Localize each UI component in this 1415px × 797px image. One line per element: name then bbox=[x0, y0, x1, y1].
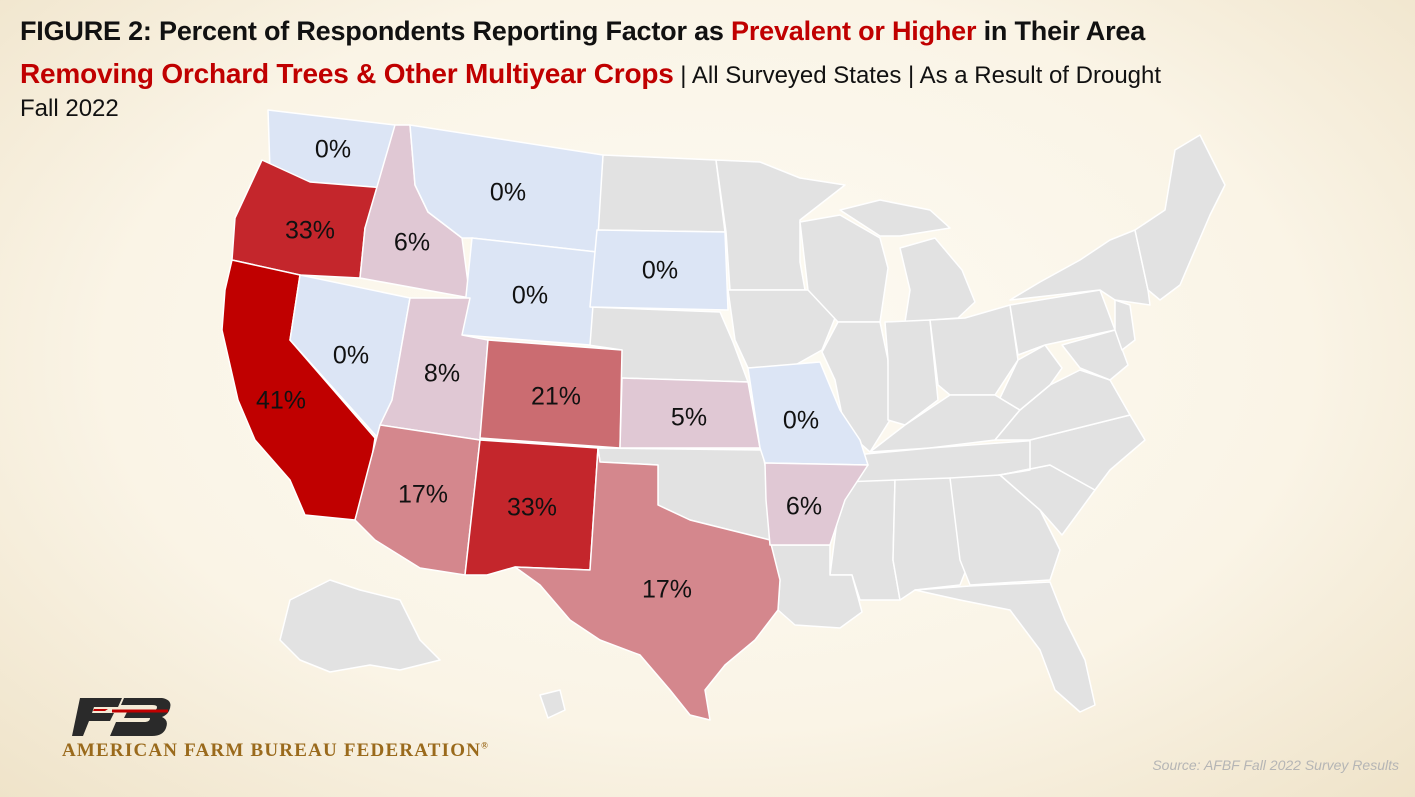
label-california: 41% bbox=[256, 387, 306, 415]
label-idaho: 6% bbox=[394, 229, 430, 257]
state-north-carolina bbox=[999, 414, 1146, 491]
figure-subtitle: Removing Orchard Trees & Other Multiyear… bbox=[20, 58, 1161, 90]
label-missouri: 0% bbox=[783, 407, 819, 435]
label-kansas: 5% bbox=[671, 404, 707, 432]
state-pennsylvania bbox=[1009, 289, 1116, 356]
state-south-dakota bbox=[589, 229, 729, 311]
label-washington: 0% bbox=[315, 136, 351, 164]
state-maryland-delaware bbox=[1061, 329, 1129, 381]
title-highlight: Prevalent or Higher bbox=[731, 16, 977, 46]
logo-org-name: AMERICAN FARM BUREAU FEDERATION bbox=[62, 740, 482, 761]
state-florida bbox=[914, 581, 1096, 713]
label-arkansas: 6% bbox=[786, 493, 822, 521]
label-texas: 17% bbox=[642, 576, 692, 604]
state-michigan-upper bbox=[839, 199, 951, 237]
fb-logo-mark-icon bbox=[72, 698, 171, 736]
label-nevada: 0% bbox=[333, 342, 369, 370]
figure-date: Fall 2022 bbox=[20, 95, 119, 122]
state-north-dakota bbox=[596, 154, 726, 233]
state-texas bbox=[514, 447, 781, 721]
state-ohio bbox=[929, 304, 1019, 396]
afbf-logo: AMERICAN FARM BUREAU FEDERATION® bbox=[62, 698, 522, 768]
logo-text: AMERICAN FARM BUREAU FEDERATION® bbox=[62, 740, 489, 762]
label-oregon: 33% bbox=[285, 217, 335, 245]
logo-registered: ® bbox=[481, 740, 490, 751]
state-michigan-lower bbox=[899, 237, 976, 323]
state-minnesota bbox=[715, 159, 846, 291]
state-wisconsin bbox=[799, 214, 889, 323]
label-utah: 8% bbox=[424, 360, 460, 388]
state-montana bbox=[409, 124, 604, 253]
state-alaska bbox=[279, 579, 441, 673]
label-south-dakota: 0% bbox=[642, 257, 678, 285]
state-missouri bbox=[747, 361, 869, 466]
surveyed-states bbox=[221, 109, 869, 721]
state-arkansas bbox=[764, 462, 869, 546]
label-colorado: 21% bbox=[531, 383, 581, 411]
label-new-mexico: 33% bbox=[507, 494, 557, 522]
state-value-labels: 0% 33% 41% 6% 0% 0% 0% 0% 8% 21% 5% 0% 1… bbox=[256, 136, 822, 604]
title-prefix: FIGURE 2: Percent of Respondents Reporti… bbox=[20, 16, 732, 46]
subtitle-main: Removing Orchard Trees & Other Multiyear… bbox=[20, 58, 674, 89]
label-arizona: 17% bbox=[398, 481, 448, 509]
title-suffix: in Their Area bbox=[976, 16, 1146, 46]
label-wyoming: 0% bbox=[512, 282, 548, 310]
subtitle-rest: | All Surveyed States | As a Result of D… bbox=[673, 62, 1162, 89]
label-montana: 0% bbox=[490, 179, 526, 207]
figure-title: FIGURE 2: Percent of Respondents Reporti… bbox=[20, 16, 1145, 47]
source-note: Source: AFBF Fall 2022 Survey Results bbox=[1152, 757, 1399, 773]
state-new-jersey bbox=[1114, 299, 1136, 351]
state-new-england bbox=[1134, 134, 1226, 301]
state-hawaii bbox=[539, 689, 566, 719]
